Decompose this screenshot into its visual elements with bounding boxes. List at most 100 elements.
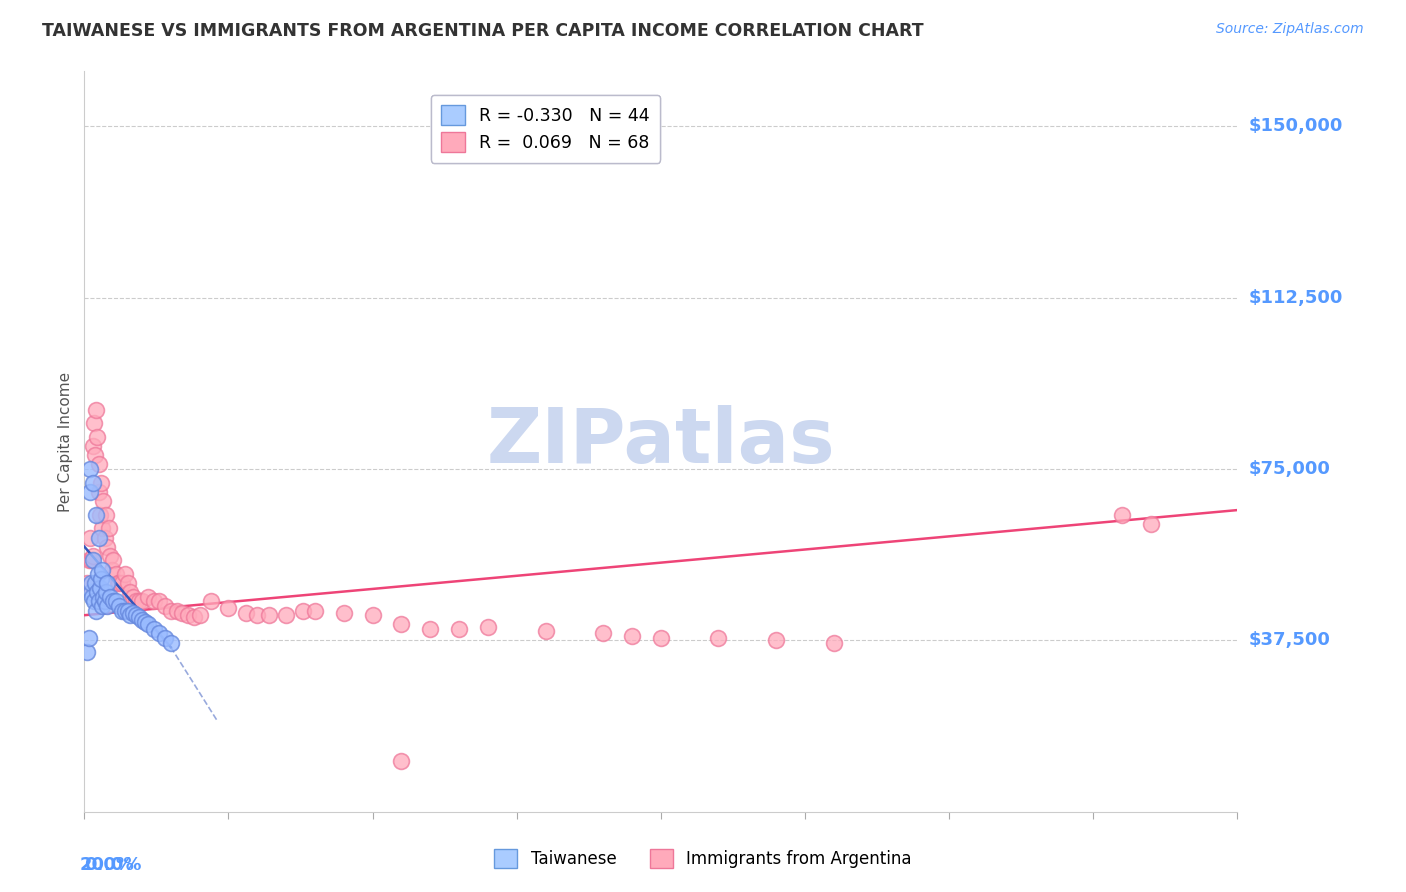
Point (391, 755, 413, 769)
Point (142, 594, 165, 608)
Point (111, 576, 134, 591)
Point (83, 417, 105, 431)
Point (108, 576, 131, 591)
Point (1140, 516, 1163, 531)
Point (621, 629, 644, 643)
Point (122, 606, 145, 620)
Point (131, 594, 153, 608)
Point (84, 508, 107, 522)
Point (183, 610, 205, 624)
Point (91, 494, 114, 508)
Point (361, 608, 384, 623)
Point (87, 594, 110, 608)
Point (160, 635, 183, 649)
Point (449, 622, 471, 636)
Point (90, 521, 112, 535)
Point (83, 448, 105, 462)
Point (105, 594, 128, 608)
Point (80, 590, 103, 604)
Point (96, 585, 118, 599)
Point (153, 631, 176, 645)
Point (823, 635, 845, 649)
Point (114, 567, 136, 582)
Legend: R = -0.330   N = 44, R =  0.069   N = 68: R = -0.330 N = 44, R = 0.069 N = 68 (430, 95, 661, 162)
Point (276, 608, 298, 623)
Point (218, 601, 240, 615)
Point (650, 631, 672, 645)
Point (534, 624, 557, 639)
Point (90, 599, 112, 613)
Point (86, 585, 108, 599)
Point (98, 549, 121, 563)
Point (87, 484, 110, 499)
Point (96, 540, 118, 554)
Point (120, 608, 142, 623)
Point (80, 585, 103, 599)
Point (391, 617, 413, 632)
Point (142, 622, 165, 636)
Point (136, 617, 159, 632)
Text: $37,500: $37,500 (1249, 632, 1330, 649)
Y-axis label: Per Capita Income: Per Capita Income (58, 371, 73, 512)
Point (114, 604, 136, 618)
Point (172, 606, 194, 620)
Point (79, 531, 101, 545)
Point (96, 576, 118, 591)
Point (153, 599, 176, 613)
Point (257, 608, 280, 623)
Point (333, 606, 356, 620)
Point (84, 402, 107, 417)
Point (77, 553, 100, 567)
Point (77, 631, 100, 645)
Point (246, 608, 269, 623)
Point (122, 590, 145, 604)
Point (304, 604, 326, 618)
Text: 0.0%: 0.0% (84, 856, 135, 874)
Point (103, 594, 124, 608)
Text: 20.0%: 20.0% (80, 856, 142, 874)
Legend: Taiwanese, Immigrants from Argentina: Taiwanese, Immigrants from Argentina (488, 842, 918, 875)
Point (89, 508, 111, 522)
Point (128, 610, 150, 624)
Point (79, 484, 101, 499)
Point (419, 622, 441, 636)
Point (160, 604, 183, 618)
Point (93, 594, 115, 608)
Point (134, 615, 156, 629)
Point (101, 562, 124, 576)
Point (97, 521, 120, 535)
Text: $150,000: $150,000 (1249, 117, 1343, 136)
Point (76, 576, 98, 591)
Point (82, 549, 104, 563)
Point (93, 590, 115, 604)
Point (80, 576, 103, 591)
Point (1111, 508, 1133, 522)
Point (125, 608, 148, 623)
Point (98, 590, 121, 604)
Point (83, 594, 105, 608)
Point (128, 594, 150, 608)
Point (148, 626, 170, 640)
Point (117, 576, 139, 591)
Point (76, 645, 98, 659)
Point (235, 606, 257, 620)
Point (82, 553, 104, 567)
Point (125, 594, 148, 608)
Point (89, 475, 111, 490)
Point (89, 572, 111, 586)
Point (105, 567, 128, 582)
Point (111, 604, 134, 618)
Point (103, 553, 124, 567)
Point (93, 531, 115, 545)
Point (117, 604, 139, 618)
Point (177, 608, 200, 623)
Point (83, 576, 105, 591)
Point (89, 581, 111, 595)
Text: ZIPatlas: ZIPatlas (486, 405, 835, 478)
Point (477, 619, 499, 633)
Point (87, 531, 110, 545)
Point (79, 462, 101, 476)
Point (86, 567, 108, 582)
Point (200, 594, 222, 608)
Point (765, 633, 787, 648)
